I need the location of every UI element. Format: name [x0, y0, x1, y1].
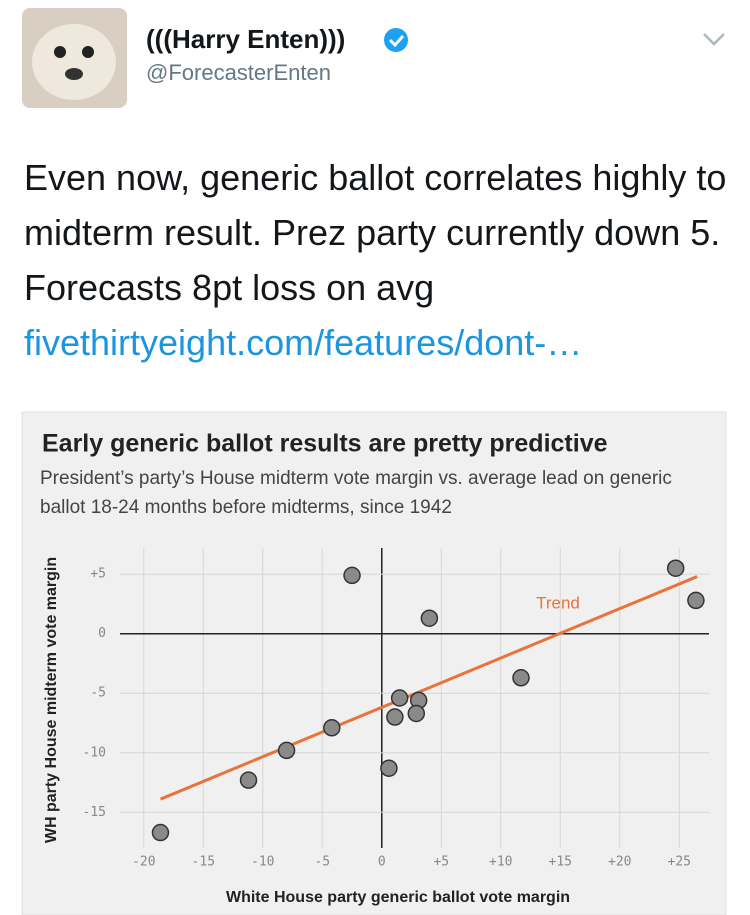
avatar-eye: [82, 46, 94, 58]
tweet-link[interactable]: fivethirtyeight.com/features/dont-…: [24, 322, 583, 363]
user-name[interactable]: (((Harry Enten))): [146, 24, 346, 54]
user-handle[interactable]: @ForecasterEnten: [146, 60, 331, 85]
y-tick-label: -10: [83, 745, 106, 760]
point: [323, 719, 341, 737]
point: [380, 759, 398, 777]
chart-card[interactable]: [21, 411, 727, 915]
x-tick-label: +10: [489, 855, 512, 870]
chart-subtitle: President’s party’s House midterm vote m…: [40, 468, 672, 518]
point: [151, 823, 170, 842]
tweet-text: Even now, generic ballot correlates high…: [24, 150, 736, 370]
verified-badge: [384, 28, 408, 52]
point: [512, 669, 530, 687]
x-tick-label: +25: [668, 855, 691, 870]
x-tick-label: -10: [251, 855, 274, 870]
point: [687, 591, 705, 610]
y-axis-label: WH party House midterm vote margin: [43, 557, 60, 843]
point: [277, 741, 296, 760]
x-tick-label: -5: [314, 855, 330, 870]
y-tick-label: +5: [90, 567, 106, 582]
point: [386, 708, 404, 726]
tweet-body: Even now, generic ballot correlates high…: [24, 157, 727, 308]
point: [666, 559, 685, 577]
point: [390, 689, 409, 707]
trend-line: [159, 575, 698, 801]
verified-check: [388, 35, 405, 48]
avatar-dog: [32, 24, 116, 100]
point: [343, 566, 361, 585]
y-tick-label: -15: [83, 805, 106, 820]
chart-subtitle-box: President’s party’s House midterm vote m…: [40, 468, 672, 518]
y-tick-label: 0: [98, 626, 106, 641]
x-tick-label: -20: [132, 855, 155, 870]
point: [420, 609, 439, 627]
point: [407, 704, 426, 723]
header-icons: [22, 8, 725, 108]
avatar-nose: [65, 68, 83, 80]
x-tick-label: +20: [608, 855, 631, 870]
x-axis-label: White House party generic ballot vote ma…: [226, 889, 570, 906]
y-tick-label: -5: [90, 686, 106, 701]
x-tick-label: 0: [378, 855, 386, 870]
chart-title: Early generic ballot results are pretty …: [42, 430, 608, 458]
x-tick-label: -15: [192, 855, 215, 870]
point: [239, 771, 258, 789]
x-tick-label: +5: [433, 855, 449, 870]
x-tick-label: +15: [549, 855, 572, 870]
menu-chevron[interactable]: [703, 33, 725, 46]
avatar-eye: [54, 46, 66, 58]
trend-label: Trend: [536, 593, 580, 612]
